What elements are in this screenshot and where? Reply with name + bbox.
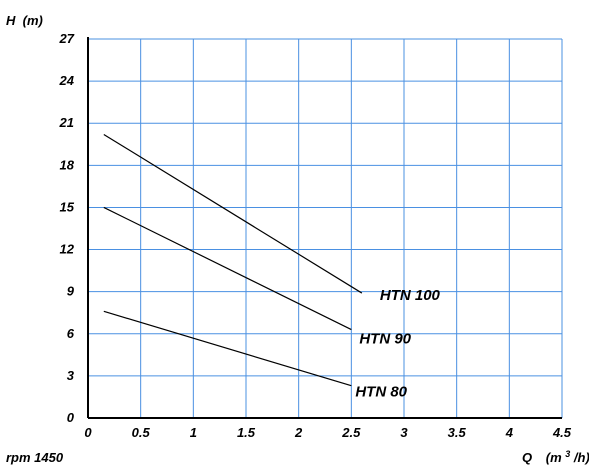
series-labels: HTN 100 HTN 90 HTN 80 [355, 287, 440, 401]
x-tick-label: 1.5 [237, 425, 256, 440]
series-label-1: HTN 100 [380, 287, 441, 304]
x-axis-title: Q (m 3 /h) [522, 445, 589, 465]
y-tick-label: 9 [67, 284, 75, 299]
y-tick-label: 18 [60, 157, 75, 172]
y-tick-label: 15 [60, 199, 75, 214]
x-tick-label: 1 [190, 425, 197, 440]
y-tick-label: 6 [67, 326, 75, 341]
y-tick-label: 12 [60, 242, 75, 257]
x-tick-label: 4 [505, 425, 514, 440]
x-tick-label: 2 [294, 425, 303, 440]
y-tick-label: 3 [67, 368, 75, 383]
x-tick-label: 3.5 [448, 425, 467, 440]
series-line-1 [103, 133, 363, 294]
x-tick-label: 2.5 [341, 425, 361, 440]
y-tick-label: 27 [59, 31, 75, 46]
x-tick-label: 0.5 [132, 425, 151, 440]
x-tick-label: 3 [400, 425, 408, 440]
x-axis-title-q: Q [522, 450, 532, 465]
x-tick-label: 4.5 [552, 425, 572, 440]
x-tick-label: 0 [84, 425, 92, 440]
series-label-2: HTN 90 [359, 331, 411, 348]
series-label-3: HTN 80 [355, 384, 407, 401]
grid [88, 38, 563, 418]
series [103, 133, 363, 387]
series-line-2 [103, 206, 352, 331]
y-tick-label: 21 [59, 115, 74, 130]
y-tick-label: 0 [67, 410, 75, 425]
y-axis-title: H (m) [6, 13, 43, 28]
tick-labels: 0 0.5 1 1.5 2 2.5 3 3.5 4 4.5 0 3 6 9 12 15 18 21 24 27 [59, 31, 572, 440]
x-axis-title-sup: 3 [565, 449, 570, 459]
series-line-3 [103, 310, 352, 387]
y-tick-label: 24 [59, 73, 75, 88]
axes [87, 37, 562, 419]
rpm-note: rpm 1450 [6, 450, 64, 465]
x-axis-title-unit: (m [546, 450, 562, 465]
x-axis-title-suffix: /h) [573, 450, 589, 465]
